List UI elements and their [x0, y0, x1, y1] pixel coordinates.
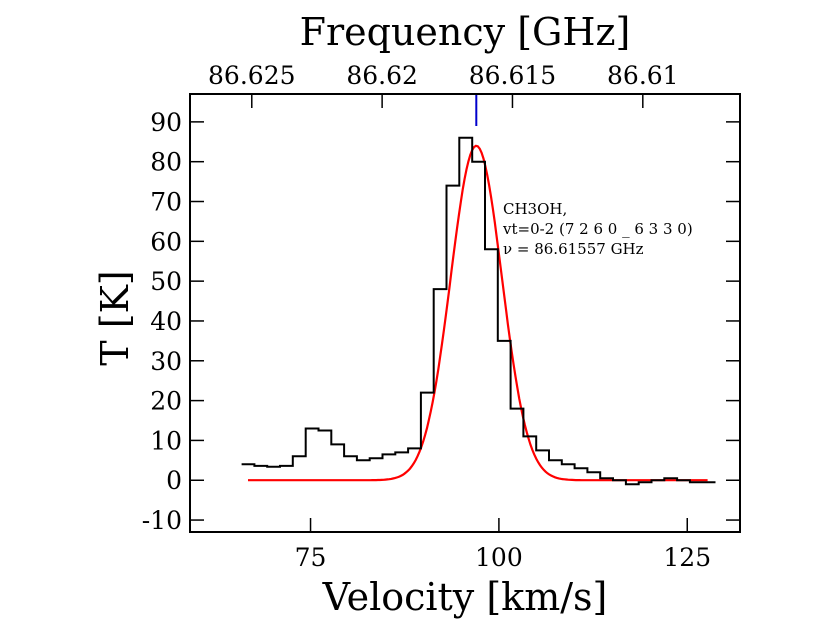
top-frequency-axis: 86.625 86.62 86.615 86.61 — [208, 61, 679, 108]
annotation-transition: vt=0-2 (7 2 6 0 _ 6 3 3 0) — [502, 220, 693, 238]
x-tick-label: 75 — [295, 543, 327, 572]
annotation-species: CH3OH, — [503, 200, 567, 218]
x-tick-label: 100 — [475, 543, 523, 572]
plot-frame — [189, 93, 741, 533]
top-tick-label: 86.61 — [607, 61, 679, 90]
y-tick-label: 60 — [150, 227, 182, 256]
top-axis-title: Frequency [GHz] — [300, 10, 631, 54]
y-axis-title: T [K] — [93, 270, 137, 365]
y-tick-label: 70 — [150, 188, 182, 217]
top-tick-label: 86.615 — [469, 61, 556, 90]
y-tick-label: 20 — [150, 387, 182, 416]
top-tick-label: 86.625 — [208, 61, 295, 90]
y-tick-label: 50 — [150, 267, 182, 296]
y-tick-label: 80 — [150, 148, 182, 177]
y-tick-label: 90 — [150, 108, 182, 137]
y-tick-label: 10 — [150, 426, 182, 455]
x-axis-title: Velocity [km/s] — [322, 575, 608, 619]
y-tick-label: 0 — [166, 466, 182, 495]
y-axis: -10 0 10 20 30 40 50 60 70 80 90 — [142, 108, 740, 535]
observed-spectrum-steps — [241, 136, 716, 486]
x-tick-label: 125 — [663, 543, 711, 572]
x-axis: 75 100 125 — [295, 518, 711, 572]
annotation-frequency: ν = 86.61557 GHz — [503, 240, 644, 258]
y-tick-label: -10 — [142, 506, 182, 535]
y-tick-label: 40 — [150, 307, 182, 336]
y-tick-label: 30 — [150, 347, 182, 376]
top-tick-label: 86.62 — [346, 61, 418, 90]
model-fit-curve — [248, 144, 708, 482]
